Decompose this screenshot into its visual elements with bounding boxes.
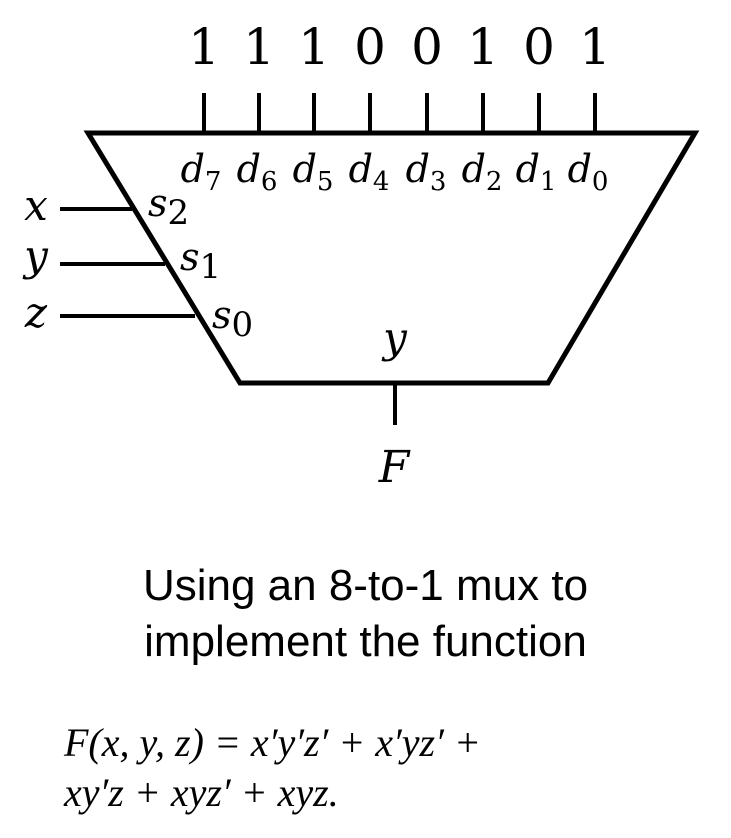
formula-line-1: F(x, y, z) = x′y′z′ + x′yz′ + [64,720,481,765]
caption-line-1: Using an 8-to-1 mux to [142,561,589,610]
data-value-d4: 0 [354,18,386,76]
data-input-lines [202,93,597,133]
select-var-x: x [24,181,48,230]
data-input-label-d4: d4 [349,147,390,197]
select-var-y: y [22,231,49,280]
data-value-d0: 1 [579,18,611,76]
data-value-d6: 1 [243,18,275,76]
data-value-d5: 1 [298,18,330,76]
select-pin-label-s2: s2 [148,181,189,233]
caption: Using an 8-to-1 mux to implement the fun… [0,558,731,670]
data-input-label-d2: d2 [462,147,503,197]
caption-line-2: implement the function [144,617,587,666]
select-pin-label-s0: s0 [212,293,253,345]
select-pin-label-s1: s1 [180,235,221,287]
data-input-label-d7: d7 [181,147,222,197]
data-value-d2: 1 [467,18,499,76]
data-input-label-d5: d5 [293,147,334,197]
output-label: F [378,442,411,493]
data-input-label-d3: d3 [406,147,447,197]
data-input-label-d6: d6 [237,147,278,197]
boolean-function: F(x, y, z) = x′y′z′ + x′yz′ + xy′z + xyz… [64,718,481,818]
select-var-z: z [24,288,48,337]
data-value-d3: 0 [411,18,443,76]
mux-body [83,130,700,386]
formula-line-2: xy′z + xyz′ + xyz. [64,770,339,815]
mux-diagram: 1 1 1 0 0 1 0 1 d7 d6 d5 d4 d3 d2 d1 d0 [22,18,700,493]
data-input-label-d1: d1 [516,147,557,197]
data-value-d1: 0 [523,18,555,76]
data-input-label-d0: d0 [568,147,609,197]
output-pin-label: y [381,313,408,362]
data-value-d7: 1 [188,18,220,76]
